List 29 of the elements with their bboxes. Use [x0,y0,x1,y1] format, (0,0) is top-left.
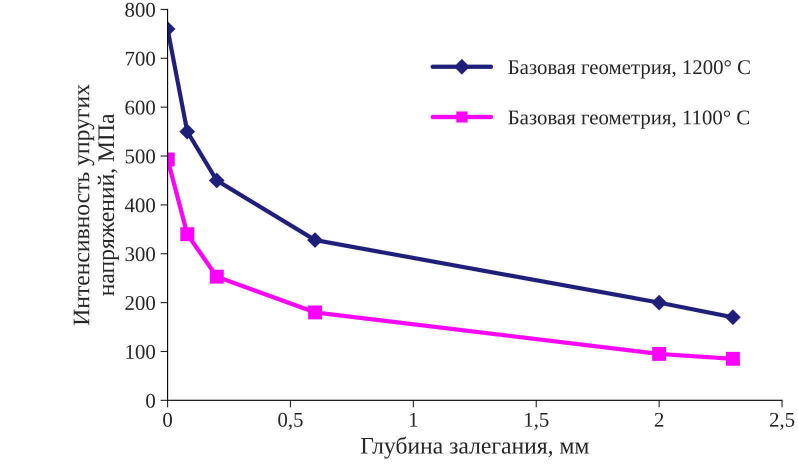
y-tick-label: 700 [126,52,155,66]
x-tick-label: 1,5 [525,412,548,430]
point [180,124,195,140]
point [308,305,322,320]
x-tick-label: 0 [163,412,172,427]
y-tick-label: 400 [124,198,155,212]
y-tick-label: 800 [125,2,155,17]
legend-label: Базовая геометрия, 1200° С [508,60,750,78]
point [725,310,740,325]
x-tick-label: 2 [654,412,664,427]
point [210,270,224,284]
point [652,346,666,361]
y-tick-label: 200 [125,296,155,310]
point [652,295,667,310]
y-tick-label: 500 [126,149,155,164]
point [209,172,224,188]
y-axis-title: Интенсивность упругих напряжений, МПа [74,84,119,326]
y-tick-label: 100 [126,344,155,359]
x-tick-label: 0,5 [278,412,303,430]
x-tick-label: 2,5 [770,412,794,430]
y-tick-label: 0 [146,394,155,408]
point [307,232,323,248]
y-tick-label: 300 [126,247,155,262]
point [726,352,740,366]
y-tick-label: 600 [125,100,155,115]
x-tick-label: 1 [410,412,418,427]
point [180,227,194,242]
legend-label: Базовая геометрия, 1100° С [508,110,750,129]
x-axis-title: Глубина залегания, мм [360,436,589,459]
